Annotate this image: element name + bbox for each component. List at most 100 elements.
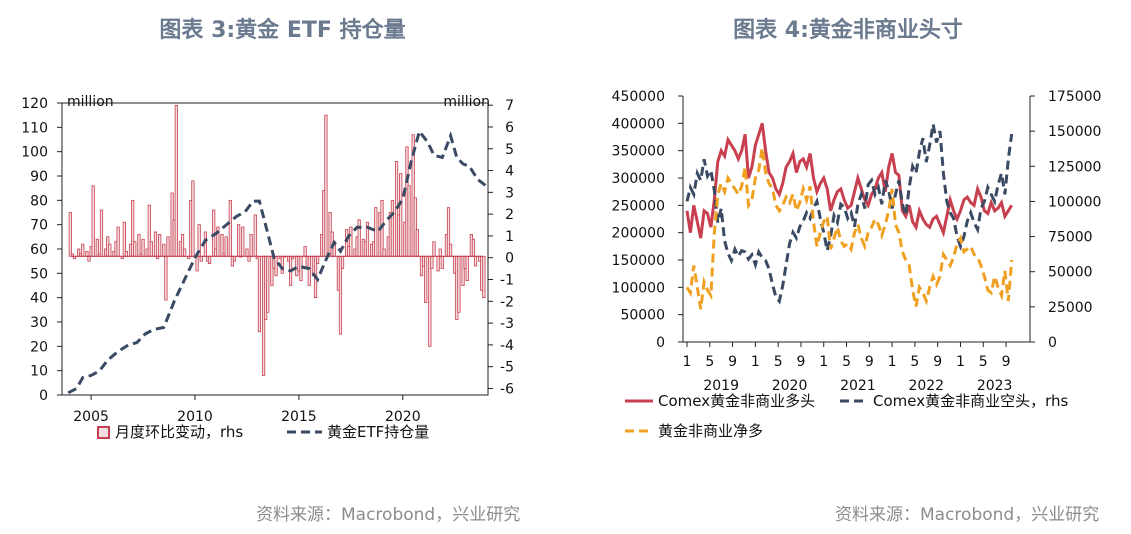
bar [141,238,145,257]
bar [191,180,195,257]
chart-panel-positions: 图表 4:黄金非商业头寸 0 50000 100000 150000 200000 250… [565,0,1131,534]
x-axis-year-label: 2022 [908,378,944,394]
x-axis-month-label: 9 [865,354,874,370]
bar [303,246,307,257]
left-axis-tick-label: 100 [21,145,48,161]
left-axis-tick-label: 80 [30,193,48,209]
bar [85,251,89,257]
right-axis-tick-label: 125000 [1048,159,1101,175]
bar [482,255,486,299]
right-axis-tick-label: 0 [505,251,514,267]
left-axis-tick-label: 50 [30,266,48,282]
x-axis-month-label: 9 [796,354,805,370]
left-axis-tick-label: 20 [30,339,48,355]
bar [164,255,168,301]
etf-holdings-chart: 0102030405060708090100110120-6-5-4-3-2-1… [21,94,514,441]
bar [174,105,178,257]
series-line-2 [685,123,1014,305]
bar [149,241,153,257]
bar [280,255,284,274]
bar [81,243,85,257]
bar [133,241,137,257]
right-axis-tick-label: -2 [500,294,514,310]
bar [473,255,478,267]
right-axis-tick-label: 50000 [1048,265,1093,281]
bar [241,226,245,257]
right-axis-tick-label: 4 [505,164,514,180]
bar [137,233,141,257]
series-line-3 [685,147,1014,310]
bar [124,251,129,257]
legend-label: Comex黄金非商业空头，rhs [873,392,1069,410]
chart-panel-etf: 图表 3:黄金 ETF 持仓量 0 10 20 30 40 50 60 70 80 90 100 11… [0,0,565,534]
right-axis-tick-label: -1 [500,273,514,289]
right-axis-tick-label: -4 [500,338,514,354]
x-axis-tick-label: 2005 [73,409,109,425]
x-axis-month-label: 5 [842,354,851,370]
bar [315,255,320,264]
right-axis-tick-label: 6 [505,120,514,136]
x-axis-month-label: 1 [683,354,692,370]
bar [438,248,442,257]
left-axis-tick-label: 200000 [612,226,665,242]
bar [374,207,378,257]
left-axis-tick-label: 0 [656,335,665,351]
bar [232,255,237,262]
bar [99,209,104,257]
right-axis-tick-label: -3 [500,316,514,332]
series-line-etf-holdings [67,127,487,395]
x-axis-month-label: 9 [728,354,737,370]
x-axis-tick-label: 2020 [385,409,421,425]
bar [382,248,386,257]
bar [399,173,403,257]
x-axis-month-label: 9 [1002,354,1011,370]
left-axis-tick-label: 90 [30,169,48,185]
x-axis-month-label: 9 [933,354,942,370]
right-axis-tick-label: -5 [500,360,514,376]
left-axis-tick-label: 70 [30,218,48,234]
right-axis-tick-label: 5 [505,142,514,158]
left-axis-tick-label: 30 [30,315,48,331]
bar [224,236,228,257]
left-axis-tick-label: 60 [30,242,48,258]
left-axis-tick-label: 350000 [612,144,665,160]
x-axis-month-label: 5 [910,354,919,370]
bar [68,212,72,257]
bar [415,229,419,257]
bar [116,226,120,257]
bar [228,199,232,257]
x-axis-month-label: 1 [888,354,897,370]
bar [199,255,203,262]
left-axis-tick-label: 300000 [612,171,665,187]
series-line-1 [685,122,1013,239]
bar [274,255,278,277]
x-axis-month-label: 5 [774,354,783,370]
source-note: 资料来源：Macrobond，兴业研究 [835,505,1100,525]
left-axis-tick-label: 0 [39,388,48,404]
left-axis-tick-label: 120 [21,96,48,112]
bar [424,255,428,303]
left-axis-tick-label: 150000 [612,253,665,269]
x-axis-year-label: 2020 [772,378,808,394]
bar [471,238,476,257]
bar [245,248,249,257]
right-axis-tick-label: 100000 [1048,194,1101,210]
right-axis-tick-label: 7 [505,98,514,114]
left-axis-tick-label: 10 [30,364,48,380]
bar [357,219,361,257]
right-axis-tick-label: 75000 [1048,230,1093,246]
bar [266,255,270,313]
right-axis-tick-label: 0 [1048,335,1057,351]
legend-swatch-bar [97,426,110,439]
left-axis-tick-label: 400000 [612,116,665,132]
bar [257,255,262,333]
legend-label: 黄金非商业净多 [658,422,763,440]
bar [307,255,311,286]
chart-title: 图表 3:黄金 ETF 持仓量 [159,18,406,43]
bar [436,255,440,272]
bar [440,255,444,269]
bar [340,255,345,269]
right-axis-unit: million [443,94,490,110]
left-axis-tick-label: 40 [30,291,48,307]
bar [465,255,469,282]
